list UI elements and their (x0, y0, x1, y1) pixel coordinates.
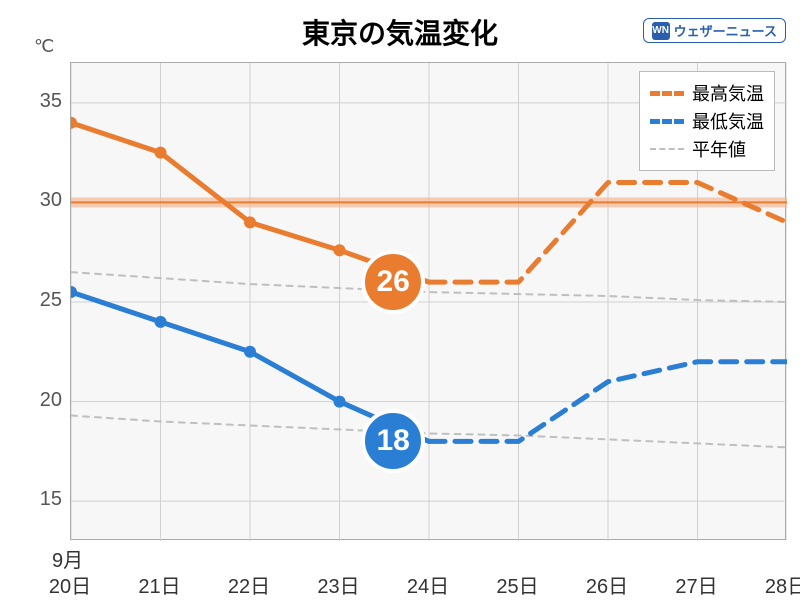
x-tick: 26日 (577, 570, 637, 599)
legend: 最高気温最低気温平年値 (639, 71, 775, 171)
legend-label: 平年値 (692, 136, 746, 162)
chart-container: 東京の気温変化 WN ウェザーニュース ℃ 最高気温最低気温平年値 2618 1… (0, 0, 800, 600)
legend-row: 最高気温 (650, 80, 764, 106)
x-tick: 23日 (309, 570, 369, 599)
x-tick: 25日 (488, 570, 548, 599)
x-month-label: 9月 (52, 544, 83, 573)
legend-label: 最高気温 (692, 80, 764, 106)
x-tick: 27日 (667, 570, 727, 599)
brand-icon: WN (652, 22, 670, 40)
legend-swatch (650, 119, 684, 124)
plot-area: 最高気温最低気温平年値 2618 (70, 62, 786, 540)
legend-swatch (650, 91, 684, 96)
x-tick: 22日 (219, 570, 279, 599)
legend-row: 平年値 (650, 136, 764, 162)
y-tick: 25 (26, 289, 62, 312)
chart-title: 東京の気温変化 (302, 12, 498, 52)
x-tick: 21日 (130, 570, 190, 599)
legend-swatch (650, 148, 684, 150)
y-tick: 35 (26, 90, 62, 113)
x-tick: 28日 (756, 570, 800, 599)
callout: 26 (361, 250, 425, 314)
x-tick: 24日 (398, 570, 458, 599)
brand-badge: WN ウェザーニュース (643, 18, 786, 43)
legend-row: 最低気温 (650, 108, 764, 134)
y-tick: 15 (26, 488, 62, 511)
y-tick: 30 (26, 189, 62, 212)
legend-label: 最低気温 (692, 108, 764, 134)
brand-label: ウェザーニュース (674, 21, 777, 40)
y-axis-unit: ℃ (34, 36, 54, 57)
y-tick: 20 (26, 389, 62, 412)
x-tick: 20日 (40, 570, 100, 599)
